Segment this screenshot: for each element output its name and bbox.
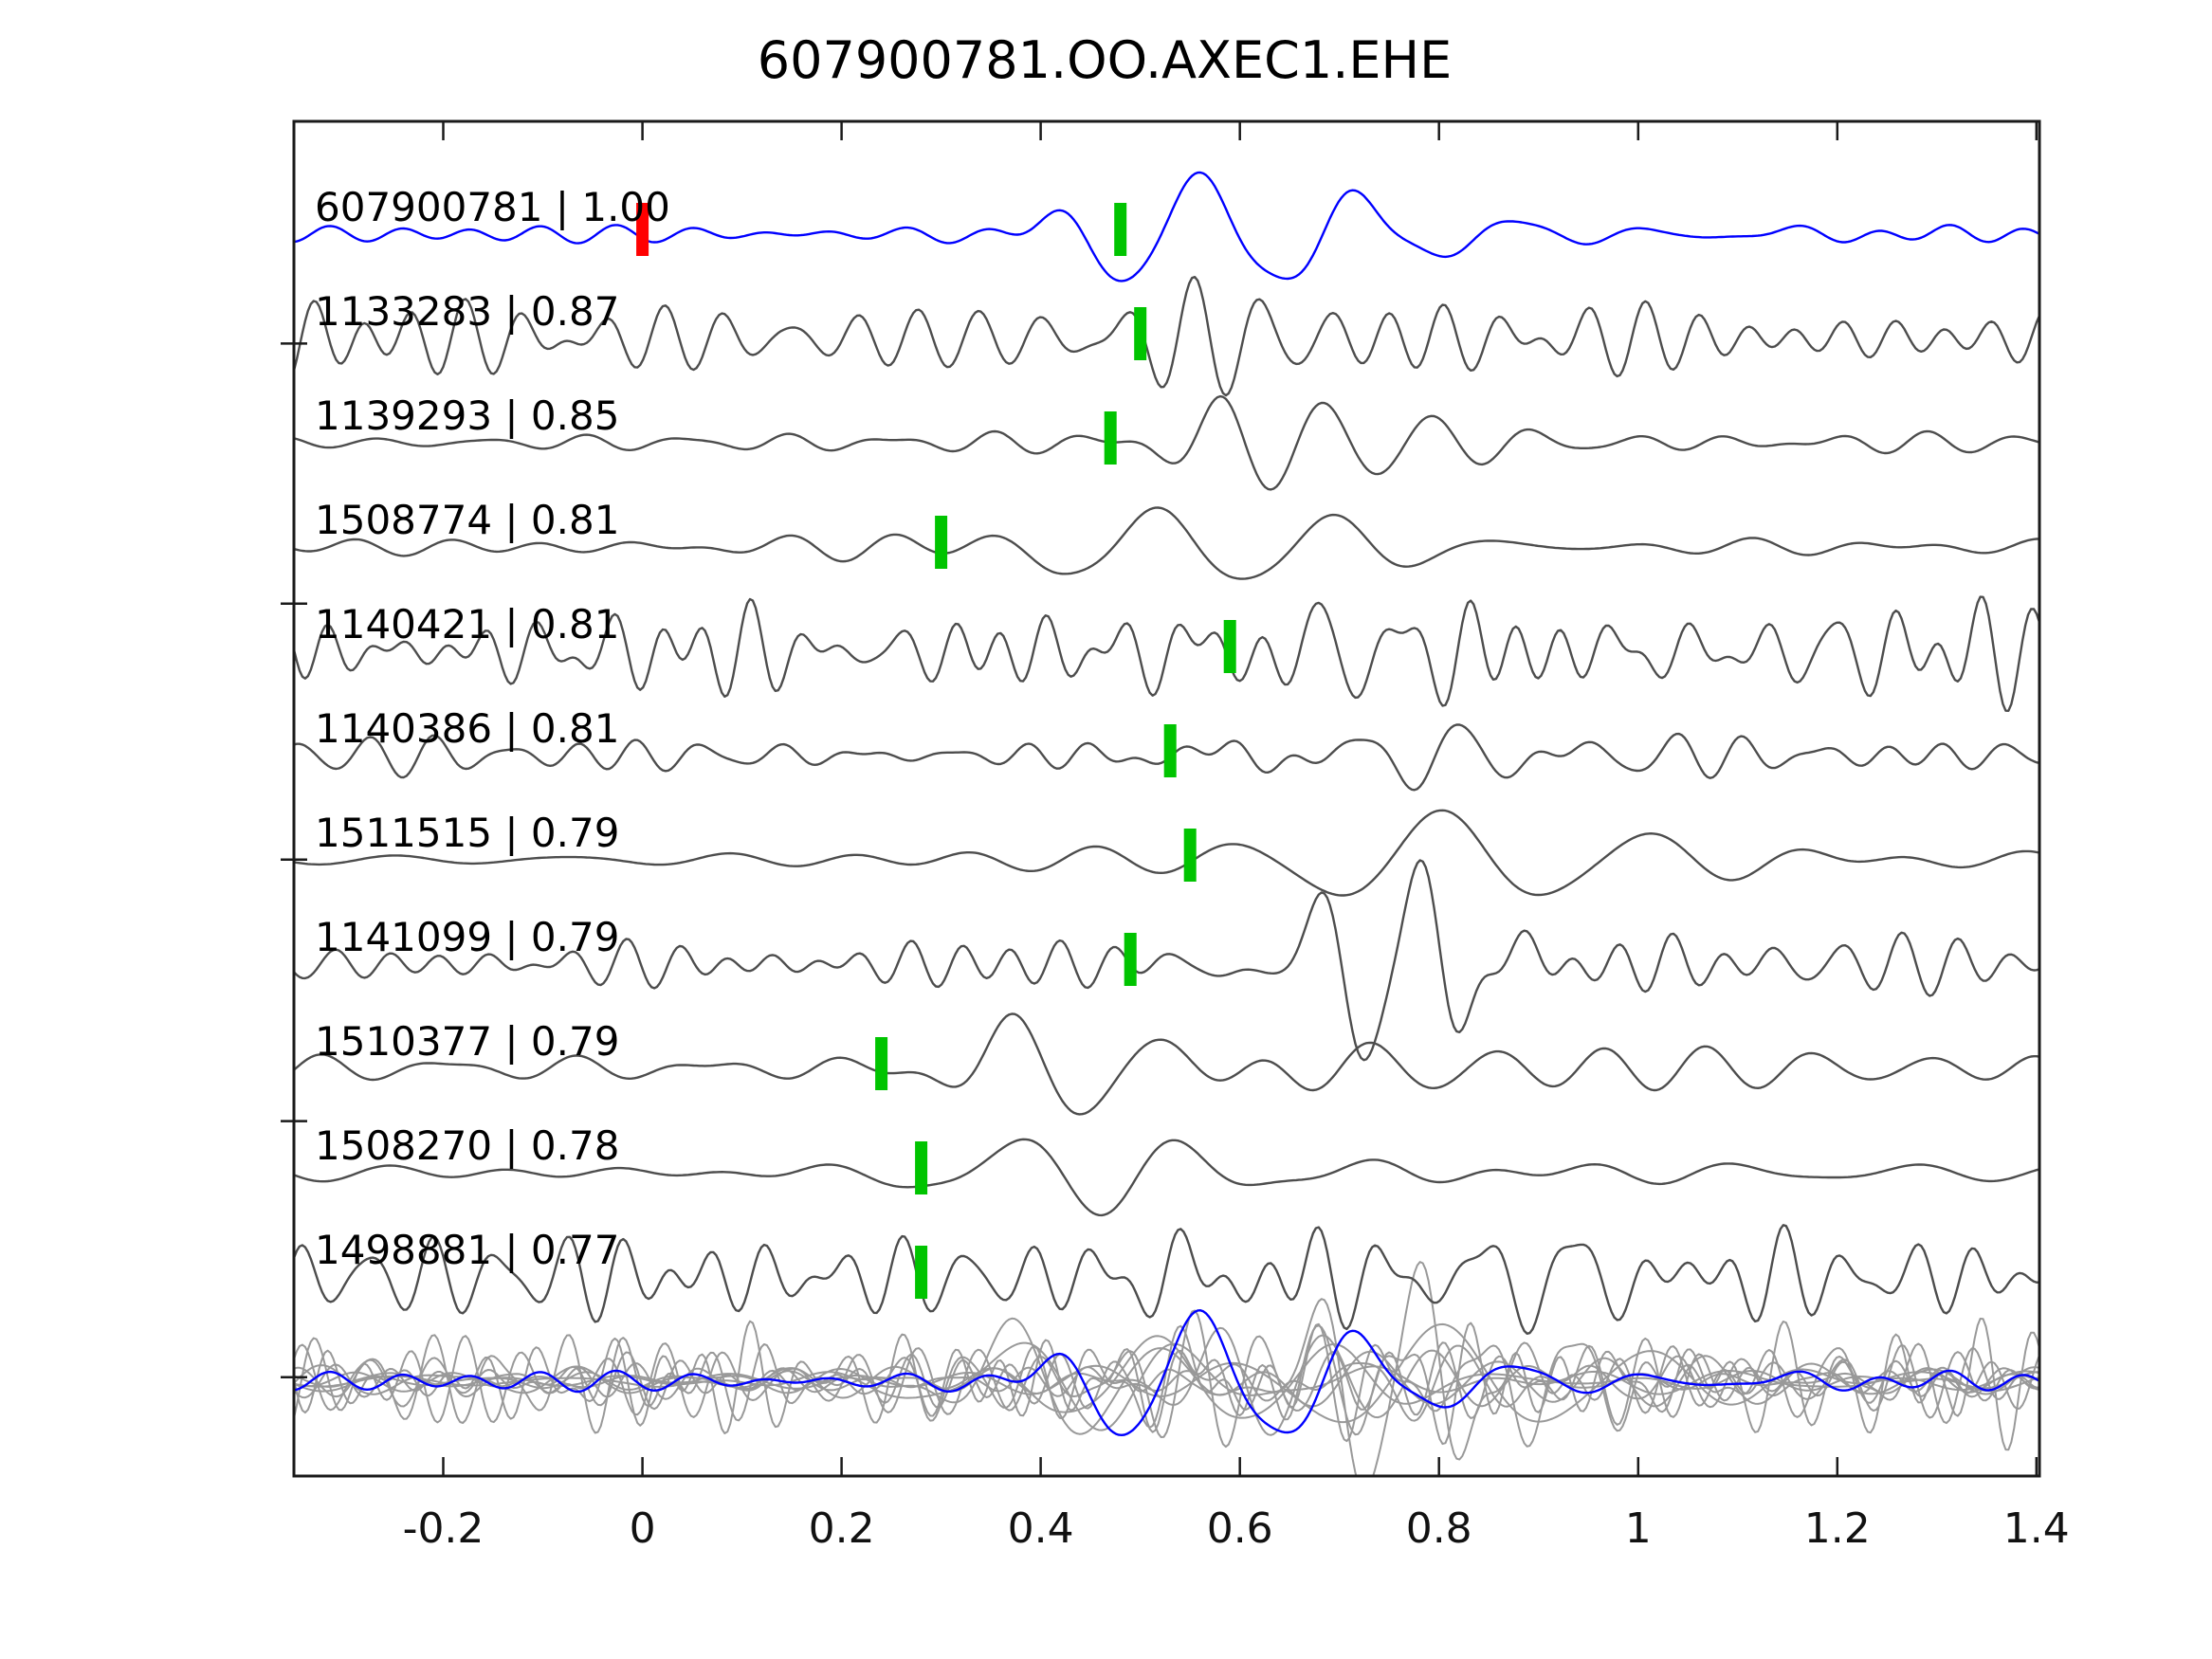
pick-marker (1124, 933, 1137, 986)
overlay-trace (294, 1344, 2039, 1422)
x-tick-label: -0.2 (403, 1504, 484, 1553)
overlay-trace (294, 1335, 2039, 1419)
x-tick-label: 0 (630, 1504, 656, 1553)
trace-label: 1140421 | 0.81 (315, 601, 619, 647)
waveform-trace (294, 595, 2039, 712)
x-tick-label: 1.4 (2003, 1504, 2070, 1553)
waveform-trace (294, 1138, 2039, 1217)
trace-label: 1508774 | 0.81 (315, 497, 619, 543)
plot-frame (292, 119, 2041, 1478)
trace-label: 1508270 | 0.78 (315, 1122, 619, 1169)
traces-layer (294, 171, 2039, 1476)
axes-layer (281, 119, 2041, 1478)
trace-label: 1141099 | 0.79 (315, 914, 619, 960)
pick-marker (1163, 724, 1177, 777)
pick-marker (1114, 203, 1127, 256)
trace-label: 1133283 | 0.87 (315, 288, 619, 335)
trace-label: 1511515 | 0.79 (315, 810, 619, 856)
x-tick-label: 0.2 (809, 1504, 875, 1553)
pick-marker (1223, 620, 1236, 673)
pick-marker (1183, 829, 1197, 882)
pick-marker (875, 1037, 888, 1090)
x-tick-label: 0.4 (1008, 1504, 1074, 1553)
pick-marker (1134, 307, 1147, 360)
pick-marker (1104, 411, 1117, 465)
waveform-trace (294, 394, 2039, 491)
pick-markers-layer (636, 203, 1236, 1299)
x-tick-label: 1 (1625, 1504, 1652, 1553)
waveform-trace (294, 276, 2039, 397)
waveform-trace (294, 1224, 2039, 1335)
waveform-trace (294, 506, 2039, 580)
overlay-template-trace (294, 1309, 2039, 1436)
x-tick-label: 0.6 (1207, 1504, 1273, 1553)
pick-marker (915, 1141, 928, 1194)
trace-label: 607900781 | 1.00 (315, 184, 670, 230)
x-tick-label: 1.2 (1804, 1504, 1871, 1553)
waveform-trace (294, 809, 2039, 897)
overlay-trace (294, 1322, 2039, 1424)
trace-label: 1498881 | 0.77 (315, 1227, 619, 1273)
figure-title: 607900781.OO.AXEC1.EHE (758, 30, 1452, 90)
waveform-trace (294, 1012, 2039, 1116)
trace-label: 1510377 | 0.79 (315, 1018, 619, 1065)
pick-marker (915, 1246, 928, 1299)
pick-marker (935, 516, 948, 569)
trace-label: 1140386 | 0.81 (315, 705, 619, 752)
template-trace (294, 171, 2039, 283)
template-pick-marker (636, 203, 649, 256)
x-tick-label: 0.8 (1406, 1504, 1472, 1553)
labels-layer: -0.2 0 0.2 0.4 0.6 0.8 1 1.2 1.4 607900781 | 1.00… (315, 184, 2070, 1553)
waveform-trace (294, 859, 2039, 1062)
overlay-trace (294, 1317, 2039, 1435)
overlay-trace (294, 1341, 2039, 1431)
trace-label: 1139293 | 0.85 (315, 392, 619, 439)
